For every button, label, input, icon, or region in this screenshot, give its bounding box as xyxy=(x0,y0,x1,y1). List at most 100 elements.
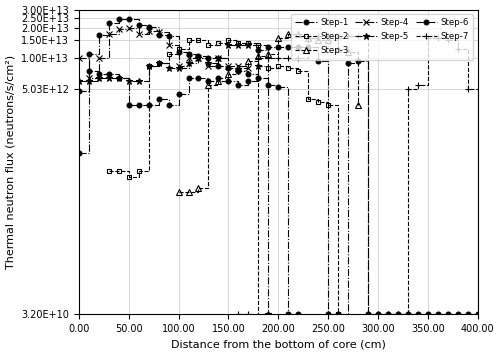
Step-4 xyxy=(76,56,82,61)
Step-1 xyxy=(96,33,102,37)
Step-6 xyxy=(295,45,301,49)
Step-3 xyxy=(216,79,222,83)
Step-6 xyxy=(166,103,172,107)
Step-7 xyxy=(305,36,311,40)
Step-3 xyxy=(186,190,192,194)
Step-3 xyxy=(256,54,262,59)
Step-3 xyxy=(196,185,202,190)
Step-1 xyxy=(126,16,132,21)
Step-1 xyxy=(86,52,92,56)
Step-4 xyxy=(136,32,141,36)
Step-6 xyxy=(395,312,401,316)
Step-2 xyxy=(206,43,212,47)
Step-3 xyxy=(305,36,311,40)
Step-5 xyxy=(226,43,232,47)
Step-1 xyxy=(116,16,121,21)
Step-2 xyxy=(216,41,222,45)
Step-6 xyxy=(405,312,411,316)
Step-6 xyxy=(236,83,242,87)
Step-5 xyxy=(146,64,152,68)
Step-2 xyxy=(156,61,162,65)
Step-1 xyxy=(236,69,242,73)
Step-2 xyxy=(176,47,182,51)
Step-1 xyxy=(176,50,182,54)
Step-1 xyxy=(166,34,172,38)
Step-2 xyxy=(266,66,272,71)
Step-7 xyxy=(385,312,391,316)
Step-2 xyxy=(226,38,232,43)
Step-1 xyxy=(216,64,222,68)
Line: Step-3: Step-3 xyxy=(176,31,361,195)
Step-4 xyxy=(226,64,232,68)
Step-3 xyxy=(176,190,182,194)
Step-2 xyxy=(285,66,291,71)
Step-5 xyxy=(256,64,262,68)
Step-2 xyxy=(236,41,242,45)
Step-7 xyxy=(236,312,242,316)
Step-3 xyxy=(206,83,212,87)
Step-5 xyxy=(96,76,102,80)
Line: Step-6: Step-6 xyxy=(76,44,480,317)
Step-2 xyxy=(315,99,321,104)
Step-6 xyxy=(216,76,222,80)
Step-4 xyxy=(166,43,172,47)
Step-3 xyxy=(335,47,341,51)
Line: Step-4: Step-4 xyxy=(76,24,252,81)
X-axis label: Distance from the bottom of core (cm): Distance from the bottom of core (cm) xyxy=(171,339,386,349)
Step-7 xyxy=(325,34,331,38)
Step-6 xyxy=(206,79,212,83)
Step-6 xyxy=(96,72,102,76)
Step-6 xyxy=(76,89,82,93)
Step-2 xyxy=(166,52,172,56)
Step-5 xyxy=(196,56,202,61)
Step-2 xyxy=(116,169,121,173)
Step-4 xyxy=(96,56,102,61)
Step-6 xyxy=(415,312,421,316)
Step-1 xyxy=(295,312,301,316)
Step-7 xyxy=(405,87,411,92)
Step-2 xyxy=(246,41,252,45)
Step-7 xyxy=(275,56,281,61)
Step-2 xyxy=(186,38,192,43)
Step-7 xyxy=(266,56,272,61)
Step-5 xyxy=(156,61,162,65)
Step-7 xyxy=(285,56,291,61)
Step-2 xyxy=(196,38,202,43)
Step-5 xyxy=(206,61,212,65)
Step-6 xyxy=(285,45,291,49)
Step-3 xyxy=(226,72,232,76)
Step-1 xyxy=(256,76,262,80)
Step-1 xyxy=(206,56,212,61)
Step-5 xyxy=(166,66,172,71)
Step-7 xyxy=(365,312,371,316)
Step-6 xyxy=(425,312,431,316)
Step-4 xyxy=(206,64,212,68)
Step-4 xyxy=(156,30,162,34)
Step-5 xyxy=(86,79,92,83)
Step-5 xyxy=(236,43,242,47)
Step-7 xyxy=(415,83,421,87)
Step-6 xyxy=(365,312,371,316)
Step-6 xyxy=(156,97,162,102)
Step-1 xyxy=(76,151,82,155)
Step-1 xyxy=(285,312,291,316)
Step-1 xyxy=(196,54,202,59)
Step-7 xyxy=(345,34,351,38)
Step-7 xyxy=(395,312,401,316)
Step-6 xyxy=(345,61,351,65)
Step-7 xyxy=(355,34,361,38)
Step-1 xyxy=(106,21,112,26)
Step-5 xyxy=(76,79,82,83)
Step-5 xyxy=(246,43,252,47)
Step-5 xyxy=(136,79,141,83)
Step-6 xyxy=(385,312,391,316)
Step-6 xyxy=(86,69,92,73)
Step-6 xyxy=(256,48,262,53)
Step-6 xyxy=(136,103,141,107)
Step-7 xyxy=(474,312,480,316)
Step-2 xyxy=(335,312,341,316)
Step-7 xyxy=(246,312,252,316)
Step-7 xyxy=(425,36,431,40)
Step-7 xyxy=(435,36,441,40)
Step-4 xyxy=(86,76,92,80)
